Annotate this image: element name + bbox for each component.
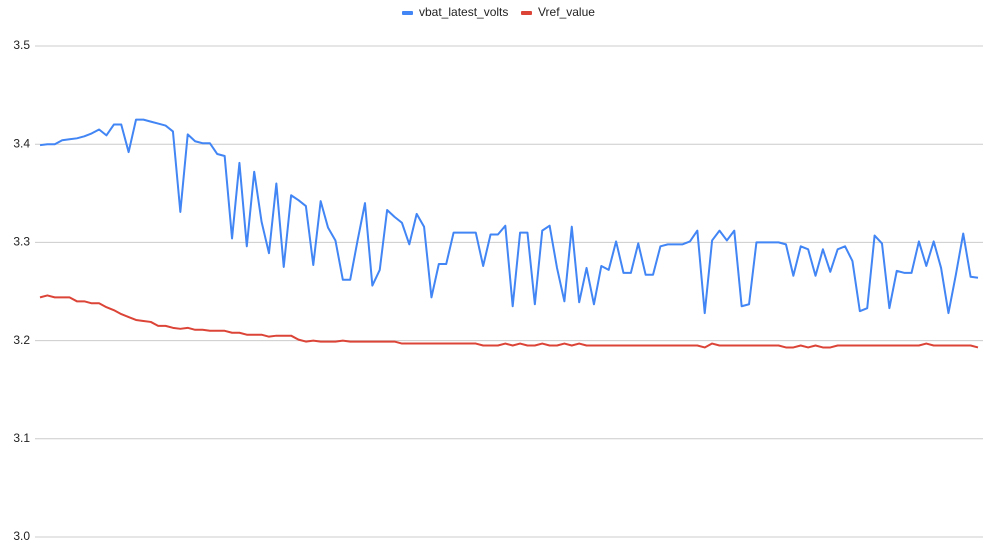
legend-label: vbat_latest_volts (419, 5, 508, 19)
series-line (39, 118, 979, 315)
y-tick-label: 3.1 (13, 431, 30, 445)
y-tick-label: 3.2 (13, 333, 30, 347)
y-tick-label: 3.5 (13, 38, 30, 52)
legend-swatch (521, 11, 532, 15)
legend-label: Vref_value (538, 5, 595, 19)
y-tick-label: 3.0 (13, 529, 30, 543)
legend-swatch (402, 11, 413, 15)
series-line (39, 294, 979, 349)
y-tick-label: 3.3 (13, 235, 30, 249)
y-tick-label: 3.4 (13, 136, 30, 150)
